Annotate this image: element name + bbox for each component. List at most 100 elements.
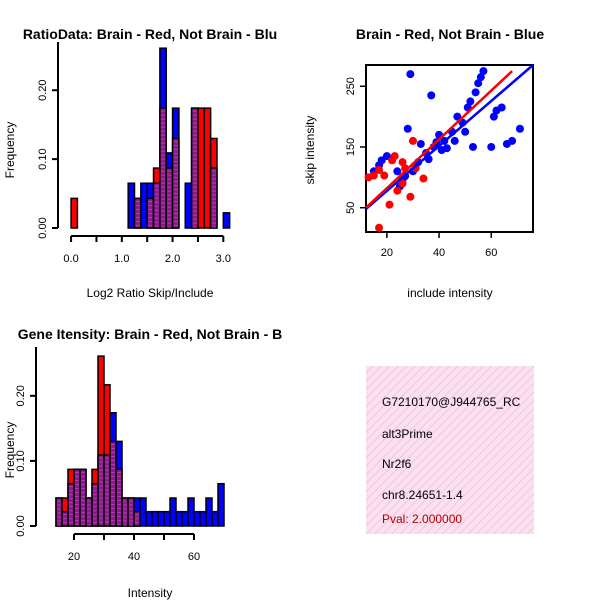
ratio-bar-overlap [171,137,180,229]
scatter-point-not-brain [427,91,436,100]
intensity-x-tick-label: 60 [188,551,200,563]
scatter-title: Brain - Red, Not Brain - Blue [356,26,544,42]
scatter-point-not-brain [471,88,480,97]
scatter-point-brain [369,171,378,180]
info-box-background [366,366,534,534]
scatter-point-brain [398,179,407,188]
ratio-bar-brain [197,107,206,229]
info-box-panel: G7210170@J944765_RC alt3Prime Nr2f6 chr8… [366,366,534,534]
intensity-bar-not-brain [151,510,159,527]
ratio-bar-not-brain [127,182,136,229]
intensity-histogram-xlabel: Intensity [128,586,173,600]
intensity-bar-not-brain [187,497,195,527]
intensity-y-tick-label: 0.00 [15,515,27,536]
ratio-bar-overlap [209,167,218,229]
scatter-point-brain [398,158,407,167]
scatter-point-not-brain [403,124,412,133]
intensity-bar-overlap [115,468,123,527]
ratio-x-tick-label: 3.0 [216,253,231,265]
event-type-text: alt3Prime [382,427,433,441]
ratio-histogram-title: RatioData: Brain - Red, Not Brain - Blu [23,26,277,42]
location-text: chr8.24651-1.4 [382,488,463,502]
ratio-bar-brain [203,107,212,229]
intensity-bar-not-brain [211,510,219,527]
ratio-y-tick-label: 0.00 [37,217,49,238]
scatter-y-tick-label: 250 [345,77,357,95]
scatter-x-tick-label: 60 [485,247,497,259]
intensity-bar-not-brain [199,510,207,527]
scatter-panel: Brain - Red, Not Brain - Blue 20 40 60 50 15… [303,26,544,300]
intensity-bar-overlap [121,497,129,527]
ratio-bar-not-brain [222,212,231,229]
intensity-y-tick-label: 0.20 [15,385,27,406]
scatter-y-tick-label: 50 [345,202,357,214]
intensity-bar-not-brain [193,510,201,527]
intensity-bar-overlap [127,497,135,527]
scatter-point-not-brain [474,79,483,88]
ratio-bar-not-brain [184,182,193,229]
scatter-point-not-brain [416,139,425,148]
scatter-point-brain [375,166,384,175]
intensity-bar-overlap [55,497,63,527]
scatter-plot-box [365,64,534,233]
intensity-bar-overlap [91,482,99,527]
scatter-point-brain [419,174,428,183]
scatter-point-not-brain [406,70,415,79]
ratio-histogram-xlabel: Log2 Ratio Skip/Include [87,286,214,300]
intensity-y-tick-label: 0.10 [15,450,27,471]
scatter-point-not-brain [476,73,485,82]
scatter-point-not-brain [450,136,459,145]
intensity-histogram-bars [55,355,225,527]
intensity-bar-not-brain [139,497,147,527]
scatter-point-not-brain [468,142,477,151]
intensity-bar-not-brain [169,497,177,527]
scatter-axes: 20 40 60 50 150 250 [345,77,497,259]
scatter-x-tick-label: 40 [433,247,445,259]
scatter-point-brain [406,192,415,201]
scatter-point-not-brain [466,97,475,106]
intensity-bar-not-brain [145,510,153,527]
scatter-point-not-brain [487,142,496,151]
ratio-histogram-axes: 0.00 0.10 0.20 0.0 1.0 2.0 3.0 [37,42,231,265]
intensity-bar-overlap [79,468,87,527]
scatter-point-brain [375,223,384,232]
ratio-histogram-ylabel: Frequency [3,122,17,179]
intensity-x-tick-label: 40 [128,551,140,563]
ratio-x-tick-label: 2.0 [165,253,180,265]
scatter-point-brain [393,186,402,195]
intensity-bar-overlap [67,482,75,527]
scatter-points [364,64,534,232]
scatter-point-not-brain [489,112,498,121]
intensity-bar-overlap [73,468,81,527]
intensity-histogram-axes: 0.00 0.10 0.20 20 40 60 [15,347,200,563]
ratio-bar-not-brain [140,182,148,229]
intensity-bar-not-brain [181,510,189,527]
scatter-xlabel: include intensity [407,286,492,300]
intensity-bar-not-brain [163,510,171,527]
scatter-x-tick-label: 20 [381,247,393,259]
intensity-bar-not-brain [205,497,213,527]
ratio-y-tick-label: 0.20 [37,80,49,101]
scatter-point-not-brain [453,112,462,121]
scatter-point-not-brain [479,67,488,76]
scatter-point-not-brain [393,167,402,176]
intensity-bar-overlap [85,497,93,527]
pval-text: Pval: 2.000000 [382,512,462,526]
intensity-bar-overlap [109,440,117,527]
intensity-histogram-ylabel: Frequency [3,422,17,479]
fit-line-brain [365,70,513,209]
ratio-bar-brain [70,197,79,229]
ratio-histogram-bars [70,47,231,229]
intensity-bar-not-brain [157,510,165,527]
scatter-y-tick-label: 150 [345,138,357,156]
ratio-histogram-panel: RatioData: Brain - Red, Not Brain - Blu … [3,26,277,300]
intensity-x-tick-label: 20 [68,551,80,563]
ratio-y-tick-label: 0.10 [37,148,49,169]
probe-id-text: G7210170@J944765_RC [382,395,521,409]
scatter-point-not-brain [461,127,470,136]
intensity-bar-not-brain [217,482,225,527]
scatter-point-brain [385,200,394,209]
intensity-histogram-title: Gene Itensity: Brain - Red, Not Brain - … [18,326,282,342]
scatter-point-brain [380,171,389,180]
